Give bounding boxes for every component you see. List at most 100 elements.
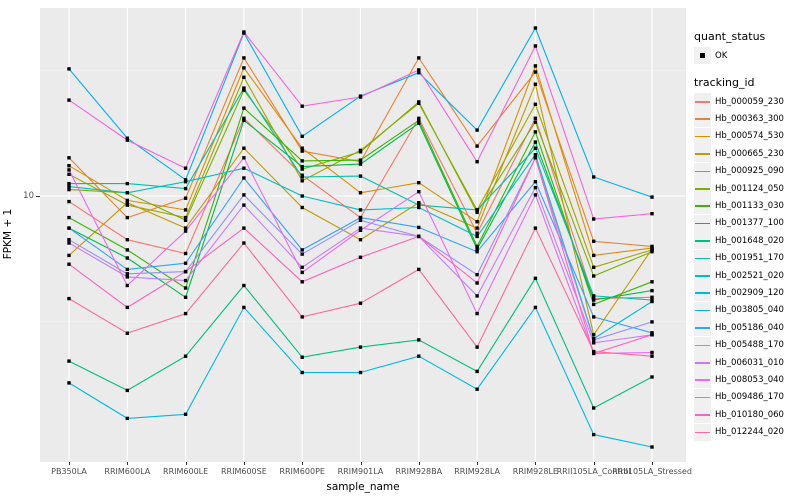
- legend-item-Hb_000925_090: Hb_000925_090: [694, 162, 784, 180]
- legend-item-label: Hb_000665_230: [715, 148, 784, 159]
- line-swatch-icon: [695, 170, 710, 173]
- data-point-marker: [417, 56, 421, 60]
- data-point-marker: [592, 338, 596, 342]
- x-tick-mark: [477, 462, 479, 465]
- color-line-key: [694, 406, 711, 424]
- data-point-marker: [67, 156, 71, 160]
- data-point-marker: [125, 181, 129, 186]
- data-point-marker: [358, 238, 363, 242]
- data-point-marker: [300, 370, 304, 375]
- data-point-marker: [533, 226, 538, 230]
- data-point-marker: [475, 244, 479, 249]
- data-point-marker: [183, 251, 188, 256]
- data-point-marker: [125, 215, 129, 220]
- color-line-key: [694, 267, 711, 284]
- legend-item-Hb_003805_040: Hb_003805_040: [694, 301, 784, 319]
- data-point-marker: [300, 270, 304, 275]
- legend-item-Hb_009486_170: Hb_009486_170: [694, 388, 784, 406]
- legend-item-label: Hb_009486_170: [715, 392, 784, 403]
- data-point-marker: [300, 280, 304, 284]
- data-point-marker: [125, 416, 129, 421]
- x-tick-mark: [69, 462, 70, 465]
- line-swatch-icon: [695, 362, 710, 364]
- data-point-marker: [475, 345, 479, 349]
- data-point-marker: [242, 226, 246, 230]
- data-point-marker: [125, 136, 129, 140]
- data-point-marker: [67, 215, 71, 220]
- y-axis-title: FPKM + 1: [2, 208, 14, 260]
- legend-item-label: Hb_003805_040: [715, 305, 784, 316]
- data-point-marker: [592, 274, 596, 278]
- data-point-marker: [242, 176, 246, 180]
- data-point-marker: [183, 269, 188, 274]
- data-point-marker: [592, 298, 596, 302]
- data-point-marker: [533, 44, 538, 48]
- data-point-marker: [592, 175, 596, 179]
- square-marker-icon: [700, 53, 705, 58]
- data-point-marker: [67, 226, 71, 230]
- x-tick-label-RRIM928LA: RRIM928LA: [454, 467, 500, 476]
- data-point-marker: [125, 191, 129, 195]
- data-point-marker: [358, 370, 363, 375]
- data-point-marker: [592, 253, 596, 258]
- legend-item-label: Hb_008053_040: [715, 374, 784, 385]
- data-point-marker: [417, 116, 421, 120]
- legend-item-label: Hb_002521_020: [715, 270, 784, 281]
- data-point-marker: [183, 311, 188, 316]
- data-point-marker: [533, 156, 538, 160]
- x-tick-label-RRIM600LE: RRIM600LE: [163, 467, 209, 476]
- data-point-marker: [125, 331, 129, 335]
- data-point-marker: [300, 175, 304, 179]
- data-point-marker: [242, 86, 246, 90]
- data-point-marker: [242, 56, 246, 60]
- legend-item-Hb_001124_050: Hb_001124_050: [694, 180, 784, 197]
- data-point-marker: [533, 130, 538, 134]
- data-point-marker: [242, 66, 246, 70]
- data-point-marker: [125, 201, 129, 205]
- legend-item-label: Hb_006031_010: [715, 357, 784, 368]
- data-point-marker: [300, 205, 304, 210]
- data-point-marker: [475, 208, 479, 212]
- line-swatch-icon: [695, 257, 710, 260]
- data-point-marker: [358, 345, 363, 349]
- data-point-marker: [650, 248, 654, 252]
- data-point-marker: [533, 26, 538, 30]
- data-point-marker: [475, 250, 479, 254]
- x-tick-mark: [535, 462, 537, 465]
- data-point-marker: [125, 256, 129, 260]
- data-point-marker: [300, 134, 304, 138]
- data-point-marker: [67, 181, 71, 186]
- data-point-marker: [650, 212, 654, 216]
- data-point-marker: [67, 262, 71, 266]
- data-point-marker: [475, 144, 479, 148]
- data-point-marker: [358, 226, 363, 230]
- data-point-marker: [242, 193, 246, 197]
- data-point-marker: [183, 218, 188, 222]
- data-point-marker: [358, 95, 363, 99]
- data-point-marker: [475, 387, 479, 391]
- legend-item-label: Hb_001951_170: [715, 253, 784, 264]
- plot-svg: [40, 8, 686, 462]
- data-point-marker: [300, 315, 304, 319]
- x-tick-label-RRIM600SE: RRIM600SE: [221, 467, 267, 476]
- legend-item-Hb_012244_020: Hb_012244_020: [694, 423, 784, 441]
- data-point-marker: [650, 195, 654, 199]
- x-axis-title: sample_name: [326, 481, 400, 493]
- color-line-key: [694, 232, 711, 250]
- data-point-marker: [183, 261, 188, 265]
- data-point-marker: [358, 162, 363, 166]
- data-point-marker: [67, 359, 71, 363]
- x-tick-label-PB350LA: PB350LA: [51, 467, 87, 476]
- data-point-marker: [475, 160, 479, 164]
- line-swatch-icon: [695, 414, 710, 416]
- data-point-marker: [650, 295, 654, 299]
- data-point-marker: [67, 184, 71, 189]
- legend-item-label: Hb_012244_020: [715, 427, 784, 438]
- data-point-marker: [242, 88, 246, 92]
- legend-item-Hb_010180_060: Hb_010180_060: [694, 406, 784, 424]
- line-swatch-icon: [695, 118, 710, 120]
- data-point-marker: [417, 121, 421, 125]
- data-point-marker: [592, 341, 596, 345]
- x-tick-mark: [127, 462, 129, 465]
- x-tick-label-RRIM928BA: RRIM928BA: [395, 467, 443, 476]
